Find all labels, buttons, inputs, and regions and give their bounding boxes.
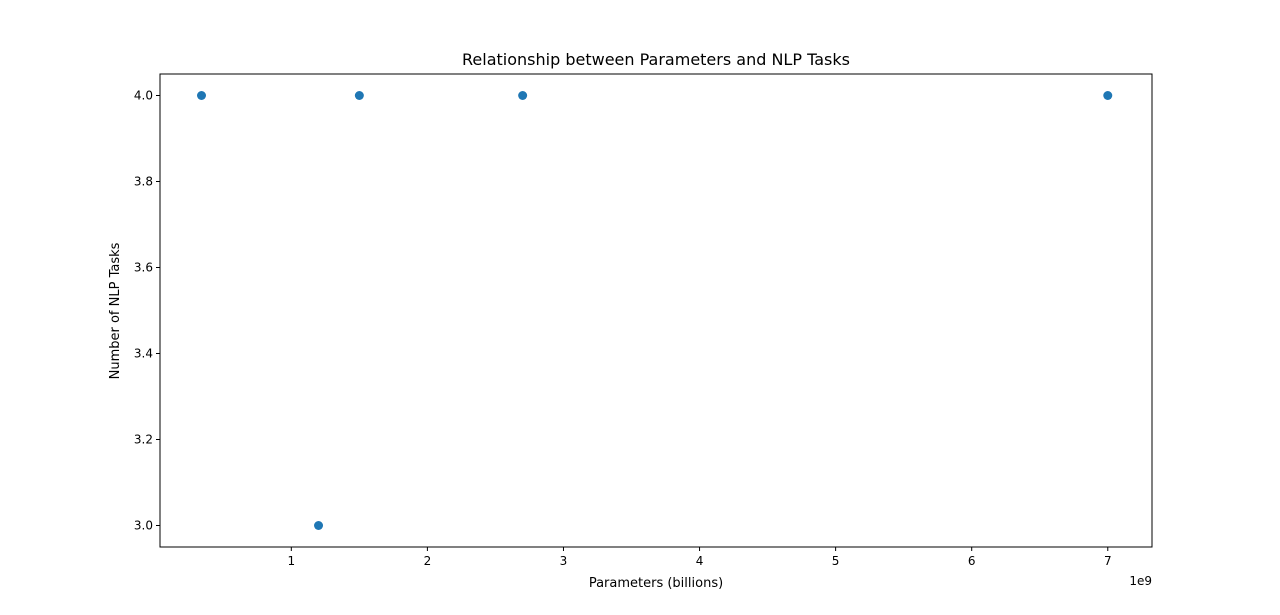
y-tick-label: 4.0: [134, 89, 153, 103]
scatter-point: [354, 91, 364, 100]
x-tick-label: 5: [832, 554, 840, 568]
x-tick-label: 3: [560, 554, 568, 568]
x-tick-label: 4: [696, 554, 704, 568]
y-tick-label: 3.0: [134, 519, 153, 533]
x-axis: 1 2 3 4 5 6 7: [287, 547, 1112, 568]
y-axis: 3.0 3.2 3.4 3.6 3.8 4.0: [134, 89, 160, 533]
y-tick-label: 3.4: [134, 347, 153, 361]
chart-title: Relationship between Parameters and NLP …: [462, 50, 850, 69]
y-tick-label: 3.8: [134, 175, 153, 189]
y-axis-label: Number of NLP Tasks: [108, 242, 123, 379]
scatter-point: [518, 91, 528, 100]
scatter-point: [314, 521, 324, 530]
y-tick-label: 3.2: [134, 433, 153, 447]
scatter-point: [1103, 91, 1113, 100]
x-axis-offset-label: 1e9: [1129, 574, 1152, 588]
plot-frame: [159, 73, 1153, 548]
x-tick-label: 2: [424, 554, 432, 568]
y-tick-label: 3.6: [134, 261, 153, 275]
scatter-point: [197, 91, 207, 100]
x-tick-label: 6: [968, 554, 976, 568]
x-tick-label: 1: [287, 554, 295, 568]
plot-marks: [197, 91, 1113, 530]
x-axis-label: Parameters (billions): [589, 576, 723, 591]
x-tick-label: 7: [1104, 554, 1112, 568]
